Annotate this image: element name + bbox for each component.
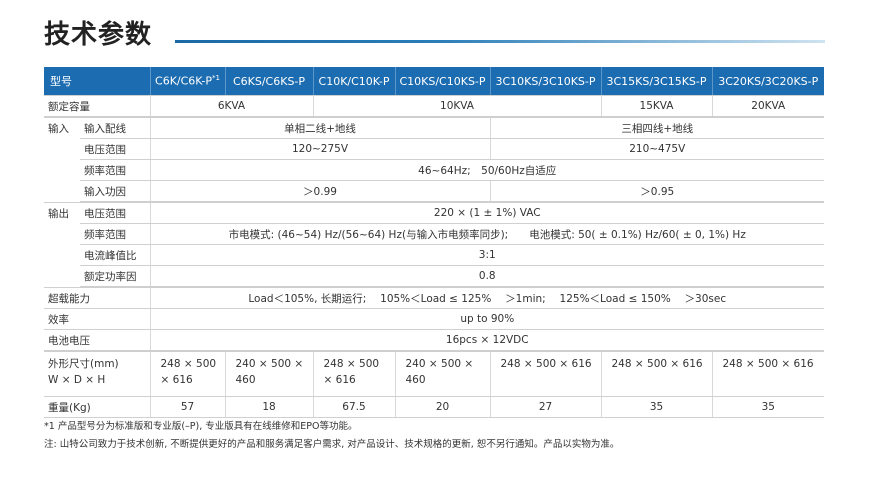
cell: Load＜105%, 长期运行; 105%＜Load ≤ 125% ＞1min;… xyxy=(149,287,824,309)
row-input-wiring: 输入 输入配线 单相二线+地线 三相四线+地线 xyxy=(44,117,824,139)
cell: 240 × 500 × 460 xyxy=(224,351,313,397)
header-model: 3C20KS/3C20KS-P xyxy=(711,67,824,96)
group-spacer xyxy=(44,139,80,160)
cell: 120~275V xyxy=(149,138,490,160)
cell: up to 90% xyxy=(149,308,824,330)
dimensions-sublabel: W × D × H xyxy=(48,374,106,386)
cell: 35 xyxy=(711,396,824,418)
group-label: 输入 xyxy=(48,122,69,135)
row-input-frequency: 频率范围 46~64Hz; 50/60Hz自适应 xyxy=(44,159,824,181)
cell: 27 xyxy=(489,396,601,418)
title-divider xyxy=(175,40,825,43)
header-model: 3C10KS/3C10KS-P xyxy=(489,67,601,96)
row-efficiency: 效率 up to 90% xyxy=(44,308,824,330)
footnote-mark: *1 xyxy=(211,74,220,83)
row-input-pf: 输入功因 ＞0.99 ＞0.95 xyxy=(44,180,824,203)
cell: 248 × 500 × 616 xyxy=(312,351,395,397)
cell: 10KVA xyxy=(312,95,601,118)
cell: 20KVA xyxy=(711,95,824,118)
cell: 市电模式: (46~54) Hz/(56~64) Hz(与输入市电频率同步); … xyxy=(149,223,824,245)
row-label: 超载能力 xyxy=(44,287,150,309)
cell: 57 xyxy=(149,396,225,418)
row-overload: 超载能力 Load＜105%, 长期运行; 105%＜Load ≤ 125% ＞… xyxy=(44,287,824,309)
header-model-label: 型号 xyxy=(44,67,150,96)
cell: 6KVA xyxy=(149,95,313,118)
cell: 三相四线+地线 xyxy=(489,117,824,139)
footnotes: *1 产品型号分为标准版和专业版(–P), 专业版具有在线维修和EPO等功能。 … xyxy=(44,418,619,454)
cell: 15KVA xyxy=(600,95,712,118)
row-dimensions: 外形尺寸(mm) W × D × H 248 × 500 × 616 240 × … xyxy=(44,351,824,397)
row-label: 电流峰值比 xyxy=(80,244,150,266)
group-label: 输出 xyxy=(48,207,69,220)
cell: 35 xyxy=(600,396,712,418)
cell: 248 × 500 × 616 xyxy=(711,351,824,397)
row-output-voltage: 输出 电压范围 220 × (1 ± 1%) VAC xyxy=(44,202,824,224)
row-output-frequency: 频率范围 市电模式: (46~54) Hz/(56~64) Hz(与输入市电频率… xyxy=(44,223,824,245)
row-capacity: 额定容量 6KVA 10KVA 15KVA 20KVA xyxy=(44,95,824,118)
cell: 67.5 xyxy=(312,396,395,418)
header-model: 3C15KS/3C15KS-P xyxy=(600,67,712,96)
row-label: 电压范围 xyxy=(80,138,150,160)
cell: 248 × 500 × 616 xyxy=(149,351,225,397)
row-label: 重量(Kg) xyxy=(44,396,150,418)
cell: 248 × 500 × 616 xyxy=(600,351,712,397)
header-model: C6K/C6K-P*1 xyxy=(149,67,225,96)
row-input-voltage: 电压范围 120~275V 210~475V xyxy=(44,138,824,160)
row-label: 频率范围 xyxy=(80,159,150,181)
group-spacer xyxy=(44,245,80,266)
cell: 0.8 xyxy=(149,265,824,288)
cell: 3:1 xyxy=(149,244,824,266)
row-label: 电压范围 xyxy=(80,202,150,224)
cell: ＞0.95 xyxy=(489,180,824,203)
row-label: 额定容量 xyxy=(44,95,150,118)
row-label: 输入配线 xyxy=(80,117,150,139)
row-label: 外形尺寸(mm) W × D × H xyxy=(44,351,150,397)
row-label: 效率 xyxy=(44,308,150,330)
cell: 18 xyxy=(224,396,313,418)
cell: 单相二线+地线 xyxy=(149,117,490,139)
group-spacer xyxy=(44,160,80,181)
row-label: 电池电压 xyxy=(44,329,150,352)
group-spacer xyxy=(44,180,80,203)
cell: 20 xyxy=(394,396,490,418)
row-weight: 重量(Kg) 57 18 67.5 20 27 35 35 xyxy=(44,396,824,418)
footnote-disclaimer: 注: 山特公司致力于技术创新, 不断提供更好的产品和服务满足客户需求, 对产品设… xyxy=(44,439,620,450)
header-model: C6KS/C6KS-P xyxy=(224,67,313,96)
row-label: 额定功率因 xyxy=(80,265,150,288)
header-model: C10KS/C10KS-P xyxy=(394,67,490,96)
row-output-pf: 额定功率因 0.8 xyxy=(44,265,824,288)
footnote-1: *1 产品型号分为标准版和专业版(–P), 专业版具有在线维修和EPO等功能。 xyxy=(44,421,358,432)
row-output-crest: 电流峰值比 3:1 xyxy=(44,244,824,266)
cell: 240 × 500 × 460 xyxy=(394,351,490,397)
header-row: 型号 C6K/C6K-P*1 C6KS/C6KS-P C10K/C10K-P C… xyxy=(44,67,824,96)
dimensions-label: 外形尺寸(mm) xyxy=(48,358,119,370)
cell: 210~475V xyxy=(489,138,824,160)
cell: 248 × 500 × 616 xyxy=(489,351,601,397)
cell: 16pcs × 12VDC xyxy=(149,329,824,352)
header-model: C10K/C10K-P xyxy=(312,67,395,96)
spec-table: 型号 C6K/C6K-P*1 C6KS/C6KS-P C10K/C10K-P C… xyxy=(44,67,824,418)
group-spacer xyxy=(44,265,80,288)
cell: 46~64Hz; 50/60Hz自适应 xyxy=(149,159,824,181)
row-battery: 电池电压 16pcs × 12VDC xyxy=(44,329,824,352)
row-label: 输入功因 xyxy=(80,180,150,203)
group-spacer xyxy=(44,224,80,245)
row-label: 频率范围 xyxy=(80,223,150,245)
page-title: 技术参数 xyxy=(44,20,153,50)
model-name: C6K/C6K-P xyxy=(155,74,212,88)
cell: 220 × (1 ± 1%) VAC xyxy=(149,202,824,224)
cell: ＞0.99 xyxy=(149,180,490,203)
